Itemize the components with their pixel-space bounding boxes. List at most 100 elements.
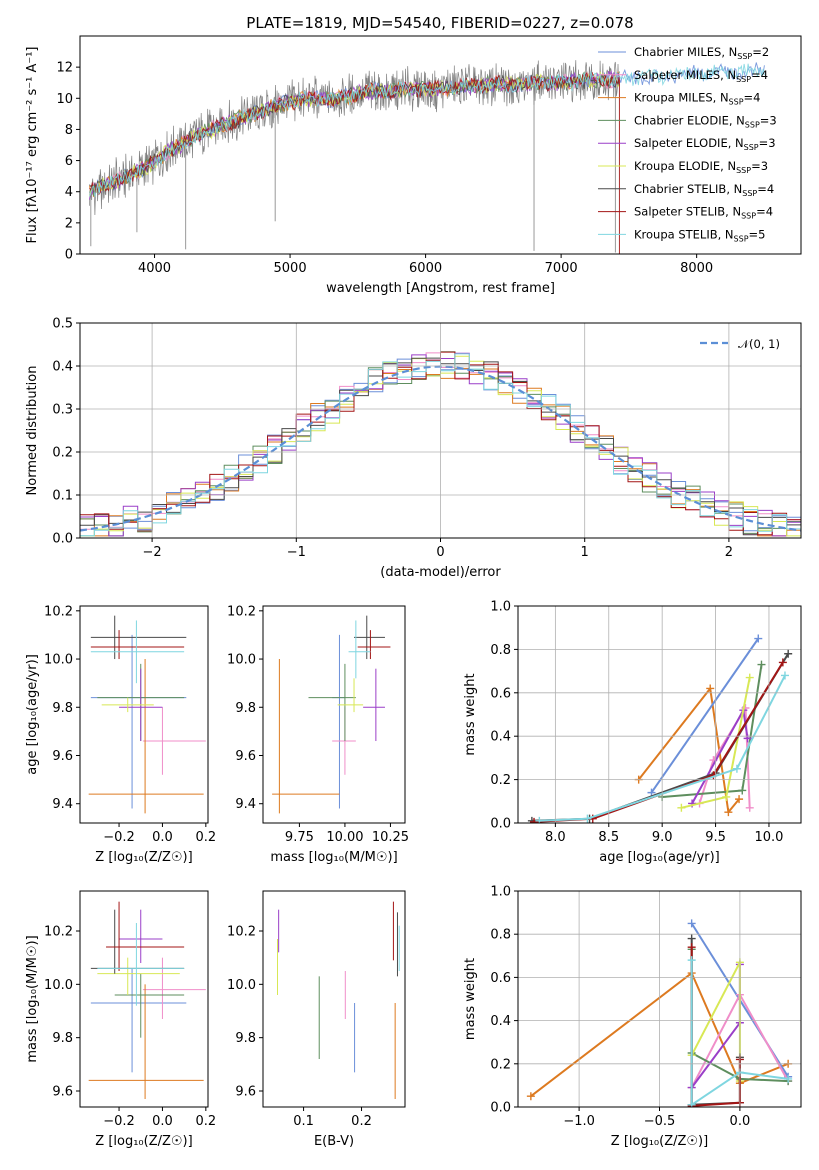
y-axis-label: age [log₁₀(age/yr)]: [25, 654, 40, 775]
y-tick-label: 0.0: [490, 1101, 511, 1116]
legend-label: Chabrier STELIB, NSSP=4: [634, 182, 774, 198]
errorbar-point-chabrier_miles: [332, 634, 345, 809]
legend-label-sub: SSP: [729, 98, 744, 107]
plot-frame: [79, 35, 802, 255]
weight-marker: [745, 673, 754, 682]
plot-frame: [262, 605, 406, 824]
weight-marker: [535, 816, 544, 823]
errorbar-point-kroupa_miles: [272, 659, 340, 814]
legend-label-value: =4: [756, 205, 773, 219]
weight-marker: [706, 684, 715, 693]
weight-marker: [778, 658, 787, 667]
y-tick-label: 0.2: [52, 446, 73, 461]
errorbar-point-kroupa_stelib: [97, 923, 185, 1006]
errorbar-point-chabrier_stelib: [354, 615, 385, 660]
plot-area: [527, 634, 793, 823]
legend-label-sub: SSP: [734, 234, 749, 243]
weight-vs-z-panel: −1.0 −0.5 0.0 0.0 0.2 0.4 0.6 0.8 1.0 Z [log₁₀(Z/…: [463, 885, 802, 1149]
weight-series-kroupa_elodie: [677, 673, 754, 812]
errorbar-point-chabrier_miles: [90, 634, 187, 809]
weight-marker: [780, 671, 789, 680]
legend-label: Salpeter MILES, NSSP=4: [634, 68, 768, 84]
x-tick-label: 10.00: [326, 830, 363, 845]
residuals-panel: −2 −1 0 1 2 0.0 0.1 0.2 0.3 0.4 0.5 (data-model)/er…: [25, 317, 802, 580]
legend-label-value: =2: [752, 45, 769, 59]
weight-line: [530, 972, 789, 1097]
x-tick-label: −0.2: [103, 1114, 135, 1129]
x-tick-label: 10.0: [754, 830, 783, 845]
y-axis-label: mass weight: [463, 673, 478, 755]
x-tick-label: 6000: [409, 261, 442, 276]
x-axis-label: Z [log₁₀(Z/Z☉)]: [611, 1134, 708, 1149]
y-tick-label: 0.4: [490, 730, 511, 745]
y-tick-label: 9.6: [235, 1085, 256, 1100]
errorbar-point-chabrier_stelib: [90, 909, 185, 974]
errorbar-point-kroupa_elodie: [97, 957, 180, 995]
x-tick-label: 9.0: [652, 830, 673, 845]
y-tick-label: 10.2: [227, 604, 256, 619]
legend-label-value: =3: [760, 113, 777, 127]
legend-label-sub: SSP: [742, 189, 757, 198]
y-tick-label: 10.0: [44, 653, 73, 668]
y-tick-label: 9.8: [235, 1031, 256, 1046]
x-tick-label: 1: [581, 545, 589, 560]
legend-label-text: Salpeter STELIB, N: [634, 205, 741, 219]
errorbar-point-chabrier_miles: [90, 968, 187, 1073]
weight-marker: [732, 764, 741, 773]
errorbar-point-kroupa_miles: [88, 659, 204, 814]
y-tick-label: 0.4: [490, 1014, 511, 1029]
x-tick-label: 0.1: [293, 1114, 314, 1129]
y-tick-label: 0.6: [490, 686, 511, 701]
legend-label-text: Chabrier STELIB, N: [634, 182, 742, 196]
weight-vs-age-panel: 8.0 8.5 9.0 9.5 10.0 0.0 0.2 0.4 0.6 0.8 1.0 age [l…: [463, 600, 802, 865]
legend-label: Salpeter ELODIE, NSSP=3: [634, 136, 776, 152]
weight-line: [650, 637, 760, 794]
spectrum-panel: 4000 5000 6000 7000 8000 0 2 4 6 8 10 12 wavelength …: [25, 35, 802, 296]
errorbar-point-salpeter_elodie: [363, 668, 385, 742]
y-tick-label: 10.0: [44, 978, 73, 993]
legend-label-text: Chabrier MILES, N: [634, 45, 737, 59]
errorbar-point-salpeter_stelib: [357, 630, 391, 660]
x-tick-label: 0.2: [195, 830, 216, 845]
mass-vs-z-panel: −0.2 0.0 0.2 9.6 9.8 10.0 10.2 Z [log₁₀(Z/Z☉)] m…: [25, 890, 216, 1149]
y-tick-label: 9.8: [235, 701, 256, 716]
x-tick-label: 5000: [274, 261, 307, 276]
legend-label-sub: SSP: [745, 120, 760, 129]
x-tick-label: −0.5: [644, 1114, 676, 1129]
y-tick-label: 1.0: [490, 600, 511, 615]
weight-marker: [738, 786, 747, 795]
y-tick-label: 12: [56, 61, 73, 76]
weight-series-chabrier_miles: [647, 634, 763, 797]
legend-label: Kroupa ELODIE, NSSP=3: [634, 159, 768, 175]
y-tick-label: 9.6: [52, 749, 73, 764]
errorbar-point-chabrier_elodie: [114, 973, 185, 1038]
weight-marker: [754, 634, 763, 643]
weight-line: [690, 961, 741, 1082]
errorbar-point-chabrier_stelib: [90, 615, 187, 660]
y-tick-label: 10: [56, 92, 73, 107]
x-tick-label: 0: [436, 545, 444, 560]
plot-frame: [517, 605, 802, 824]
weight-marker: [687, 956, 696, 965]
y-axis-label: Flux [fλ10⁻¹⁷ erg cm⁻² s⁻¹ A⁻¹]: [25, 47, 40, 244]
errorbar-point-salpeter_stelib: [90, 630, 185, 660]
errorbar-point-kroupa_elodie: [101, 697, 154, 713]
legend-label-text: Kroupa ELODIE, N: [634, 159, 736, 173]
weight-line: [533, 661, 784, 823]
legend-label-value: =4: [744, 91, 761, 105]
y-tick-label: 0.8: [490, 643, 511, 658]
y-tick-label: 9.8: [52, 1031, 73, 1046]
x-tick-label: 10.25: [372, 830, 409, 845]
x-tick-label: 8.5: [598, 830, 619, 845]
y-tick-label: 0.8: [490, 928, 511, 943]
weight-marker: [784, 649, 793, 658]
x-tick-label: 9.5: [705, 830, 726, 845]
legend-label-sub: SSP: [737, 52, 752, 61]
y-tick-label: 9.8: [52, 701, 73, 716]
x-tick-label: −0.2: [103, 830, 135, 845]
legend-label-text: Chabrier ELODIE, N: [634, 113, 745, 127]
weight-marker: [687, 943, 696, 952]
legend-label-sub: SSP: [744, 143, 759, 152]
y-tick-label: 4: [65, 185, 73, 200]
legend-label: Chabrier ELODIE, NSSP=3: [634, 113, 777, 129]
